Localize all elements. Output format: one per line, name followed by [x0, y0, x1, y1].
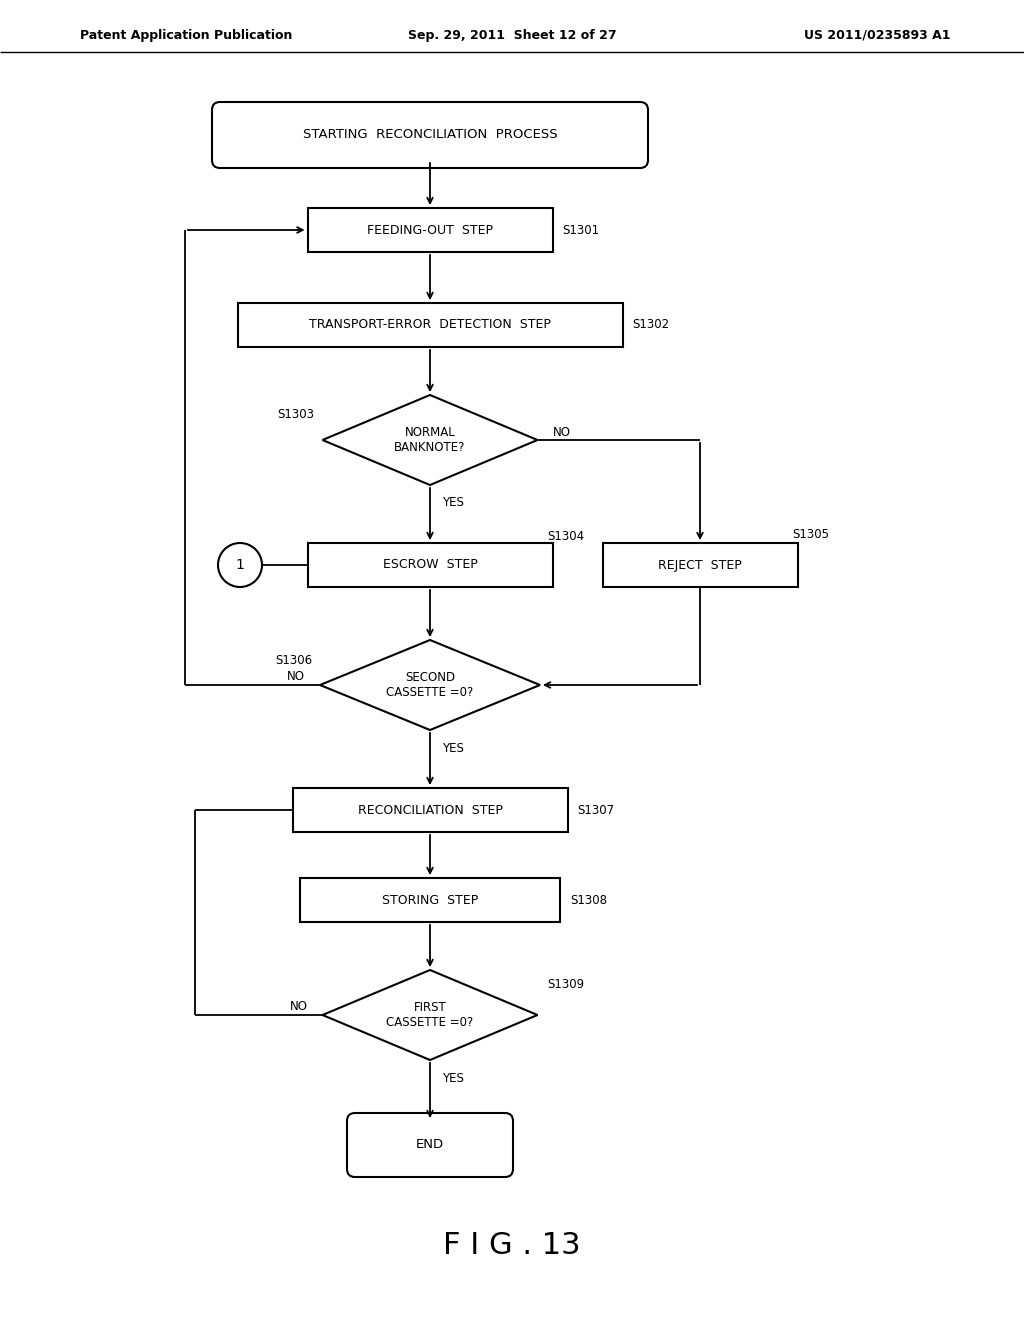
- Text: S1309: S1309: [548, 978, 585, 991]
- Text: S1303: S1303: [278, 408, 314, 421]
- Text: NO: NO: [287, 671, 305, 684]
- Text: REJECT  STEP: REJECT STEP: [658, 558, 741, 572]
- Text: STORING  STEP: STORING STEP: [382, 894, 478, 907]
- Text: FIRST
CASSETTE =0?: FIRST CASSETTE =0?: [386, 1001, 474, 1030]
- Polygon shape: [323, 395, 538, 484]
- Text: S1301: S1301: [562, 223, 600, 236]
- Circle shape: [218, 543, 262, 587]
- Text: F I G . 13: F I G . 13: [443, 1230, 581, 1259]
- Bar: [307, 209, 553, 252]
- Text: S1305: S1305: [793, 528, 829, 541]
- Text: STARTING  RECONCILIATION  PROCESS: STARTING RECONCILIATION PROCESS: [303, 128, 557, 141]
- Text: NO: NO: [290, 1001, 307, 1014]
- Text: YES: YES: [442, 1072, 464, 1085]
- Text: NO: NO: [553, 425, 570, 438]
- Text: ESCROW  STEP: ESCROW STEP: [383, 558, 477, 572]
- Bar: [300, 878, 560, 921]
- Text: SECOND
CASSETTE =0?: SECOND CASSETTE =0?: [386, 671, 474, 700]
- Polygon shape: [319, 640, 540, 730]
- Text: S1302: S1302: [633, 318, 670, 331]
- Text: Patent Application Publication: Patent Application Publication: [80, 29, 293, 41]
- Bar: [238, 304, 623, 347]
- Text: 1: 1: [236, 558, 245, 572]
- Text: YES: YES: [442, 496, 464, 510]
- Text: NORMAL
BANKNOTE?: NORMAL BANKNOTE?: [394, 426, 466, 454]
- Polygon shape: [323, 970, 538, 1060]
- Text: TRANSPORT-ERROR  DETECTION  STEP: TRANSPORT-ERROR DETECTION STEP: [309, 318, 551, 331]
- Text: US 2011/0235893 A1: US 2011/0235893 A1: [804, 29, 950, 41]
- Text: END: END: [416, 1138, 444, 1151]
- Text: S1308: S1308: [570, 894, 607, 907]
- FancyBboxPatch shape: [212, 102, 648, 168]
- Text: FEEDING-OUT  STEP: FEEDING-OUT STEP: [367, 223, 493, 236]
- Text: RECONCILIATION  STEP: RECONCILIATION STEP: [357, 804, 503, 817]
- Bar: [293, 788, 567, 832]
- Text: Sep. 29, 2011  Sheet 12 of 27: Sep. 29, 2011 Sheet 12 of 27: [408, 29, 616, 41]
- Bar: [602, 543, 798, 587]
- Text: S1306: S1306: [275, 653, 312, 667]
- FancyBboxPatch shape: [347, 1113, 513, 1177]
- Text: YES: YES: [442, 742, 464, 755]
- Bar: [307, 543, 553, 587]
- Text: S1307: S1307: [578, 804, 614, 817]
- Text: S1304: S1304: [548, 531, 585, 544]
